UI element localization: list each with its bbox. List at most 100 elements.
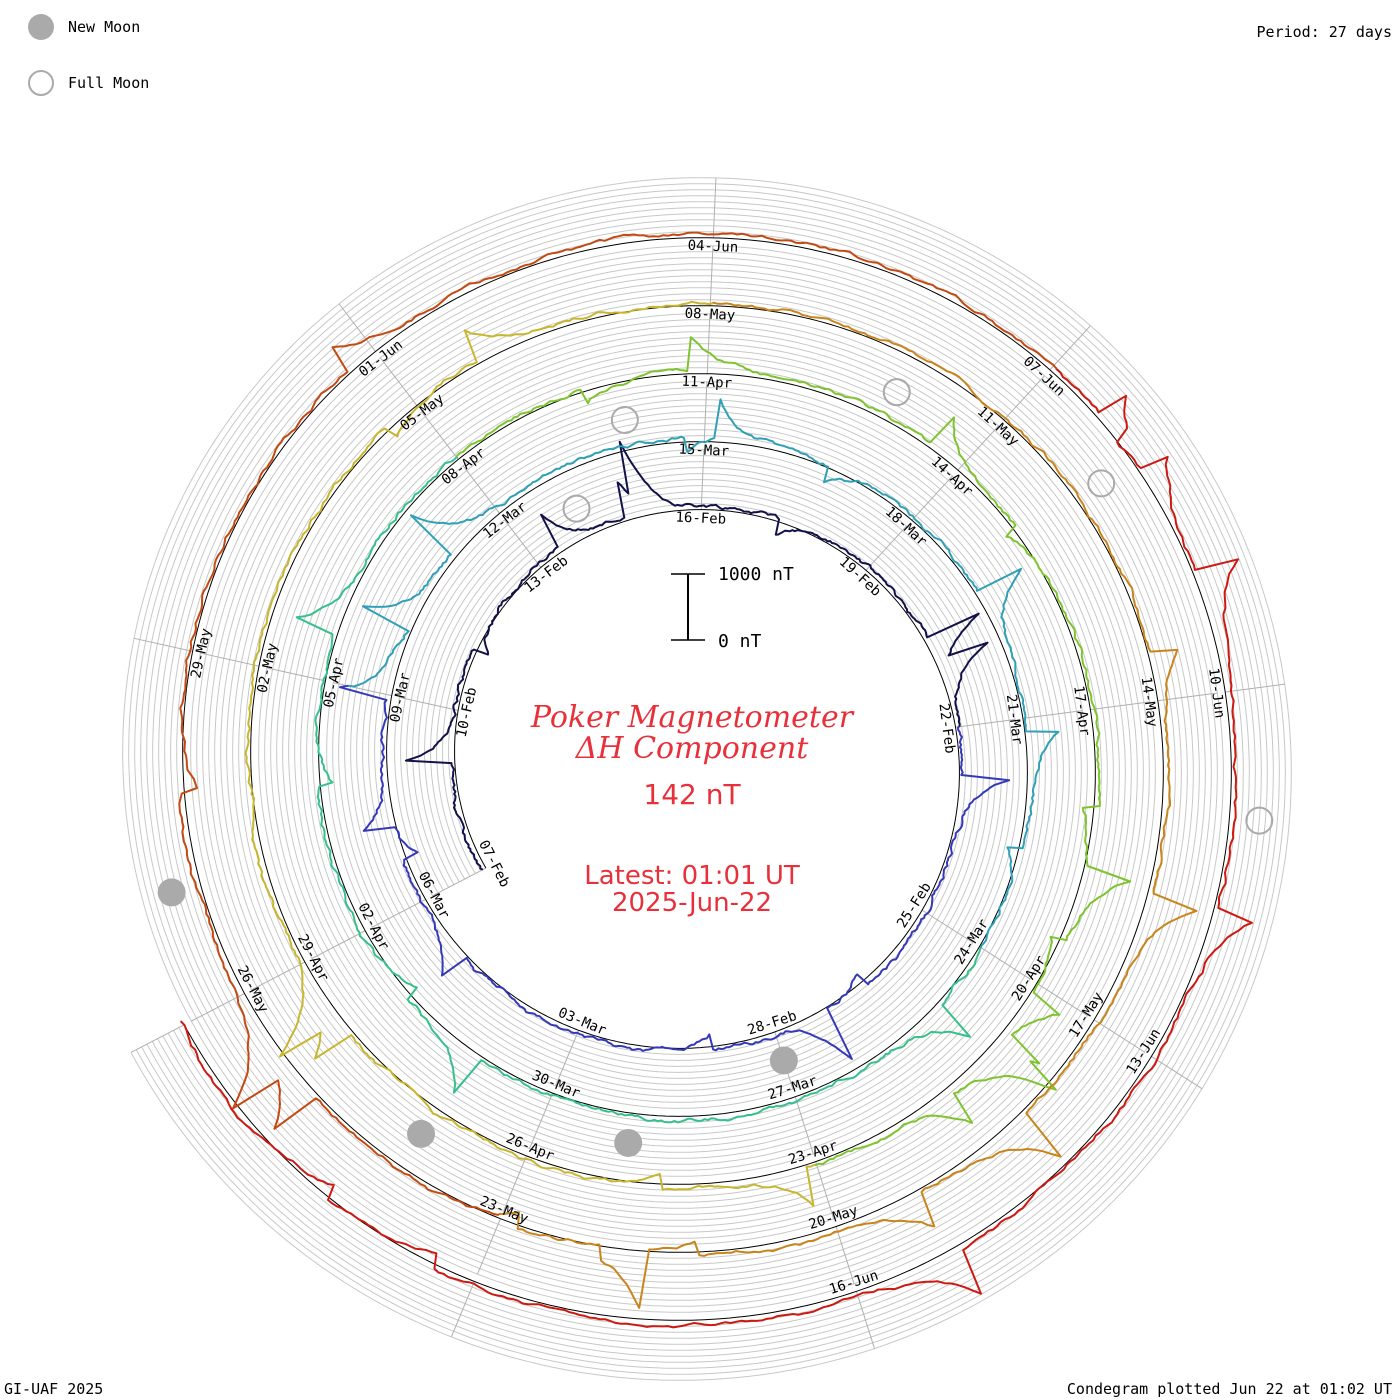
data-trace-1 xyxy=(404,440,989,871)
current-value: 142 nT xyxy=(643,778,741,811)
grid-spoke xyxy=(794,1096,814,1155)
grid-spoke xyxy=(450,1281,475,1338)
grid-spiral-6 xyxy=(146,201,1268,1357)
grid-spoke xyxy=(703,381,708,442)
grid-spoke xyxy=(855,1291,875,1349)
grid-spoke xyxy=(372,898,426,928)
grid-spoke xyxy=(133,637,193,652)
data-traces xyxy=(178,231,1253,1329)
tick-label: 11-Apr xyxy=(681,374,732,392)
grid-spoke xyxy=(911,475,953,521)
moon-markers xyxy=(157,378,1274,1157)
new-moon-label: New Moon xyxy=(68,18,141,36)
tick-label: 13-Jun xyxy=(1123,1026,1164,1077)
grid-spoke xyxy=(1090,701,1150,711)
grid-spoke xyxy=(130,1024,185,1053)
full-moon-label: Full Moon xyxy=(68,74,150,92)
grid-spiral-7 xyxy=(140,195,1274,1363)
grid-spiral-10 xyxy=(122,177,1292,1381)
grid-spoke xyxy=(200,652,260,667)
full-moon-marker xyxy=(882,378,911,407)
legend-new-moon: New Moon xyxy=(28,14,140,40)
grid-spoke xyxy=(1022,710,1083,719)
grid-spoke xyxy=(432,867,487,897)
tick-label: 07-Feb xyxy=(475,838,513,890)
grid-spoke xyxy=(504,519,542,568)
full-moon-icon xyxy=(28,70,54,96)
latest-time: Latest: 01:01 UT xyxy=(584,861,800,891)
tick-label: 14-May xyxy=(1138,676,1160,728)
tick-label: 20-Apr xyxy=(1009,953,1050,1004)
grid-spiral-1 xyxy=(176,231,1238,1327)
grid-spoke xyxy=(421,411,459,460)
grid-spiral-5 xyxy=(152,207,1262,1351)
new-moon-marker xyxy=(157,878,186,907)
grid-spoke xyxy=(955,718,1016,728)
scale-bar: 1000 nT 0 nT xyxy=(671,564,794,652)
grid-spoke xyxy=(1003,375,1045,421)
tick-label: 27-Mar xyxy=(766,1073,819,1103)
full-moon-marker xyxy=(562,494,591,523)
tick-label: 21-Mar xyxy=(1003,693,1025,745)
grid-spiral-9 xyxy=(128,183,1286,1375)
spiral-grid xyxy=(122,177,1292,1381)
grid-spoke xyxy=(921,909,973,943)
scale-bottom-label: 0 nT xyxy=(718,631,762,652)
grid-spoke xyxy=(712,177,717,238)
grid-spiral-2 xyxy=(170,225,1244,1333)
grid-spoke xyxy=(865,525,907,571)
grid-spoke xyxy=(251,961,306,991)
grid-spoke xyxy=(399,696,459,711)
grid-spoke xyxy=(700,449,705,510)
grid-spoke xyxy=(979,946,1031,980)
tick-label: 20-May xyxy=(807,1203,860,1233)
full-moon-marker xyxy=(1245,806,1274,835)
grid-spoke xyxy=(555,1030,580,1086)
grid-spoke xyxy=(835,1226,855,1284)
data-trace-9 xyxy=(179,368,1253,1329)
latest-date: 2025-Jun-22 xyxy=(612,888,772,918)
new-moon-marker xyxy=(769,1046,798,1075)
grid-spoke xyxy=(379,357,418,406)
new-moon-marker xyxy=(614,1128,643,1157)
tick-label: 08-May xyxy=(684,306,735,324)
title-line-2: ΔH Component xyxy=(575,731,809,766)
grid-spoke xyxy=(476,1218,501,1275)
grid-spoke xyxy=(191,993,245,1022)
grid-spoke xyxy=(266,667,326,682)
data-trace-6 xyxy=(244,300,816,1207)
data-trace-4 xyxy=(295,455,982,1124)
grid-spoke xyxy=(1049,325,1091,371)
grid-spoke xyxy=(462,465,500,514)
grid-spoke xyxy=(529,1092,554,1149)
grid-spiral-8 xyxy=(134,189,1280,1369)
tick-label: 22-Feb xyxy=(935,702,957,754)
data-trace-2 xyxy=(339,684,1011,1060)
center-title: Poker Magnetometer ΔH Component 142 nT L… xyxy=(530,700,855,918)
grid-spoke xyxy=(338,303,376,352)
plotted-label: Condegram plotted Jun 22 at 01:02 UT xyxy=(1066,1380,1392,1398)
legend-full-moon: Full Moon xyxy=(28,70,149,96)
tick-label: 17-Apr xyxy=(1070,685,1092,737)
tick-label: 17-May xyxy=(1066,989,1107,1040)
title-line-1: Poker Magnetometer xyxy=(530,700,855,735)
grid-spoke xyxy=(706,313,711,374)
credit-label: GI-UAF 2025 xyxy=(4,1380,104,1398)
grid-spoke xyxy=(503,1155,527,1212)
full-moon-marker xyxy=(610,406,639,435)
data-trace-5 xyxy=(456,336,1132,1167)
grid-spoke xyxy=(1225,683,1285,693)
data-trace-8 xyxy=(178,231,1058,1216)
tick-label: 15-Mar xyxy=(678,442,729,460)
tick-label: 16-Jun xyxy=(827,1267,880,1297)
grid-spoke xyxy=(333,682,392,697)
data-trace-7 xyxy=(498,301,1198,1309)
grid-spoke xyxy=(709,245,714,306)
scale-top-label: 1000 nT xyxy=(718,564,794,585)
period-label: Period: 27 days xyxy=(1256,23,1392,41)
grid-spoke xyxy=(1036,982,1088,1016)
grid-spoke xyxy=(1093,1019,1145,1053)
grid-spiral-4 xyxy=(158,213,1256,1345)
tick-label: 16-Feb xyxy=(675,510,726,528)
